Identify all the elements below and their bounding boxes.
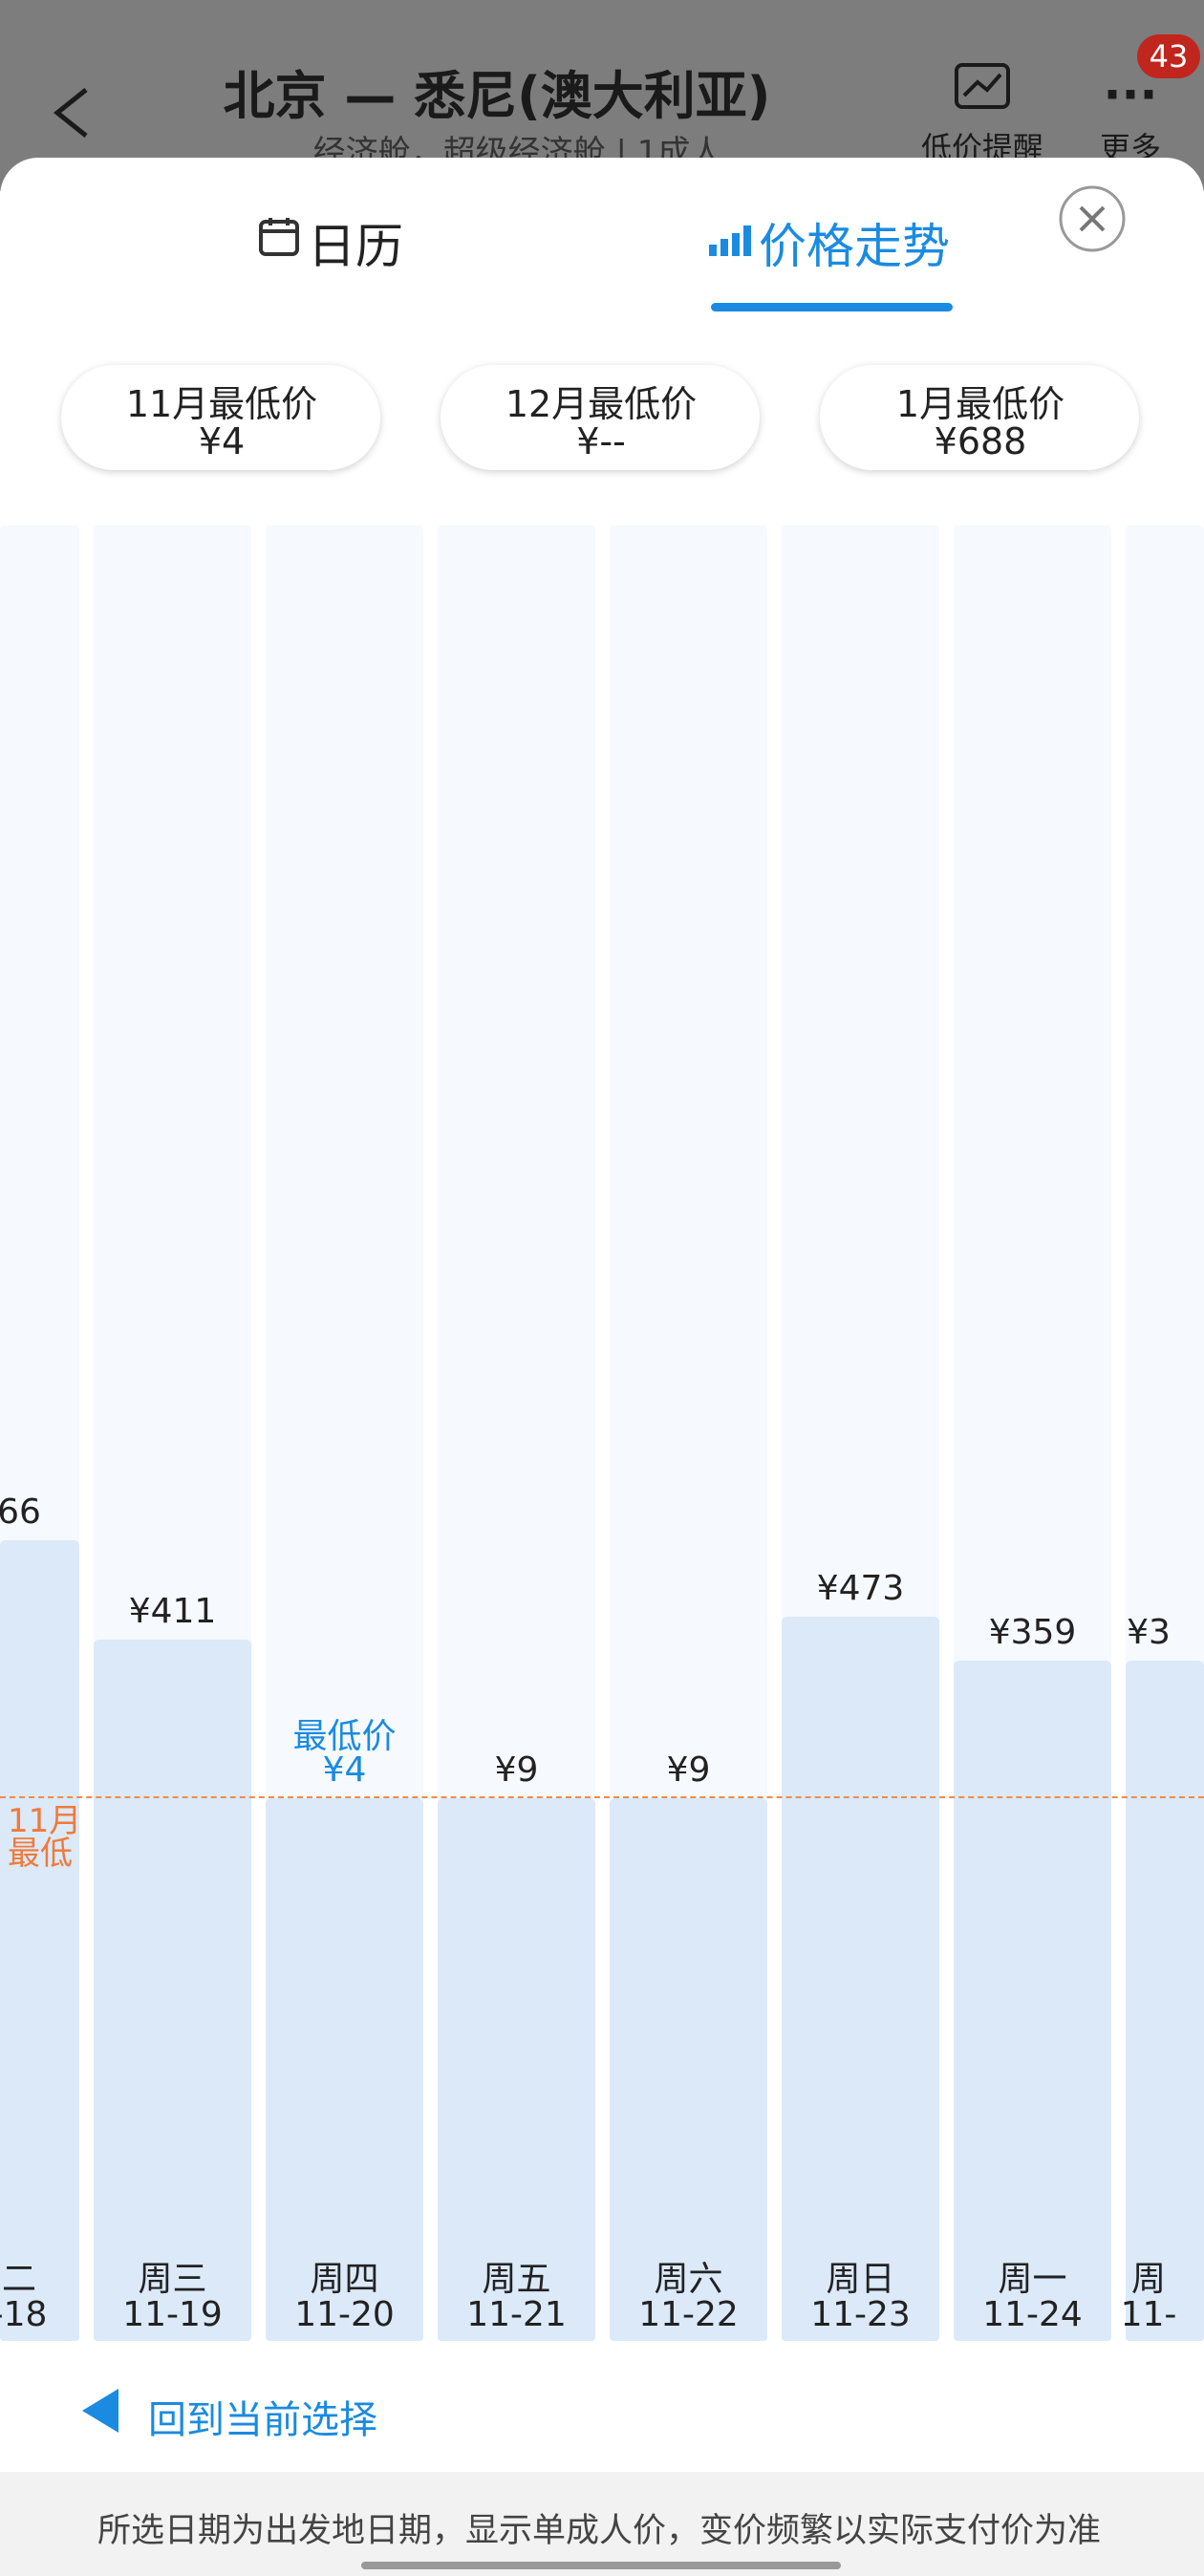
date-label: 11- [1120,2295,1177,2334]
alert-icon[interactable] [951,59,1018,117]
weekday-label: 周三 [138,2260,207,2299]
month-label: 1月最低价 [895,383,1065,425]
month-pill[interactable] [441,365,760,470]
price-bar[interactable] [954,1661,1111,2341]
weekday-label: 周日 [826,2260,895,2299]
tab-indicator [711,303,953,311]
price-bar[interactable] [266,1798,423,2341]
month-price: ¥4 [198,420,246,462]
footer-band [0,2472,1204,2576]
price-bar[interactable] [438,1798,595,2341]
month-price: ¥688 [934,420,1027,462]
calendar-icon [259,218,299,256]
tab-trend[interactable]: 价格走势 [759,219,950,274]
home-indicator [361,2562,841,2569]
price-label: ¥359 [988,1613,1077,1652]
price-label: ¥3 [1127,1613,1171,1652]
tab-calendar[interactable]: 日历 [308,219,403,274]
close-button[interactable] [1058,184,1127,253]
badge: 43 [1137,34,1200,78]
weekday-label: 二 [1,2260,37,2299]
lowest-line [0,1796,1204,1798]
weekday-label: 周一 [998,2260,1067,2299]
price-label: ¥411 [128,1592,217,1631]
date-label: 11-19 [122,2295,223,2334]
date-label: 11-24 [982,2295,1083,2334]
lowest-note: 最低价 [292,1717,397,1756]
month-label: 12月最低价 [505,383,698,425]
price-label: ¥9 [666,1750,711,1790]
month-label: 11月最低价 [125,383,318,425]
month-pill[interactable] [61,365,380,470]
price-label: ¥4 [322,1750,367,1790]
date-label: 11-22 [638,2295,739,2334]
price-label: ¥9 [494,1750,539,1790]
back-triangle[interactable] [80,2387,122,2435]
price-label: ¥473 [816,1569,905,1608]
price-bar[interactable] [782,1617,939,2341]
weekday-label: 周 [1130,2260,1167,2299]
back-to-selection[interactable]: 回到当前选择 [148,2398,377,2442]
date-label: 11-23 [810,2295,911,2334]
weekday-label: 周六 [654,2260,723,2299]
lowest-line-label: 11月 [8,1802,82,1840]
price-bar[interactable] [610,1798,767,2341]
date-label: 11-20 [294,2295,395,2334]
lowest-line-label: 最低 [8,1835,73,1873]
month-price: ¥-- [576,420,626,462]
trend-icon [709,225,751,256]
back-button[interactable] [48,84,96,141]
price-bar[interactable] [94,1640,251,2341]
date-label: 11-21 [466,2295,567,2334]
month-pill[interactable] [820,365,1139,470]
date-label: -18 [0,2295,48,2334]
weekday-label: 周四 [310,2260,379,2299]
weekday-label: 周五 [482,2260,551,2299]
footer-note: 所选日期为出发地日期，显示单成人价，变价频繁以实际支付价为准 [97,2512,1102,2550]
price-label: 66 [0,1492,41,1532]
price-bar[interactable] [0,1540,79,2341]
route-title[interactable]: 北京 — 悉尼(澳大利亚) [223,66,771,126]
price-bar[interactable] [1126,1661,1204,2341]
